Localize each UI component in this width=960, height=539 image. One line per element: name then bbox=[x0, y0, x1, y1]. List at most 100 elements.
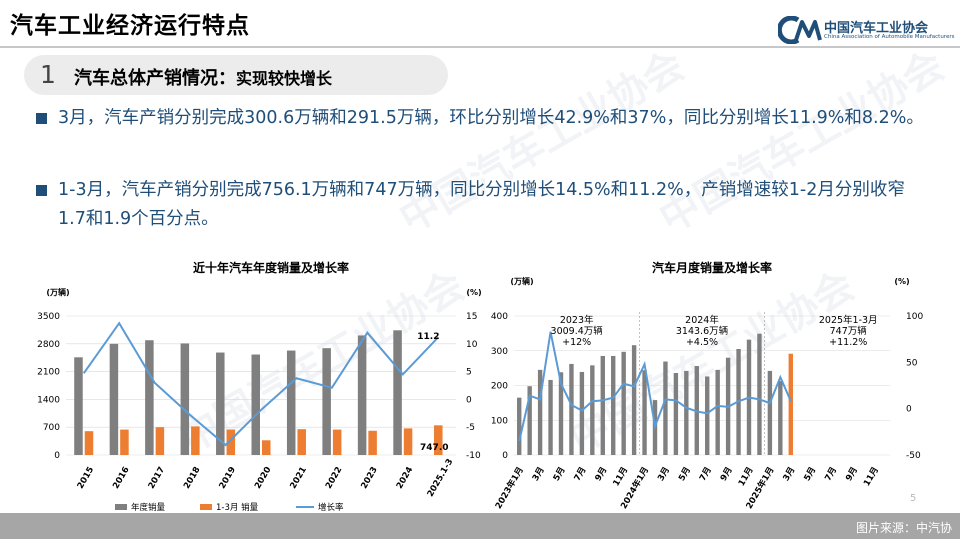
period-note-label: 2023年 bbox=[560, 314, 594, 326]
monthly-sales-bar bbox=[548, 379, 553, 455]
q1-sales-bar bbox=[368, 430, 377, 455]
annual-sales-bar bbox=[180, 343, 190, 455]
growth-rate-line bbox=[518, 331, 792, 442]
period-note-label: 2025年1-3月 bbox=[819, 314, 878, 326]
x-tick-label: 5月 bbox=[677, 466, 693, 483]
period-note-growth: +4.5% bbox=[686, 337, 718, 348]
x-tick-label: 2019 bbox=[218, 465, 239, 491]
right-tick-label: 50 bbox=[906, 358, 918, 368]
right-tick-label: 10 bbox=[466, 340, 478, 350]
bullet-item: 1-3月，汽车产销分别完成756.1万辆和747万辆，同比分别增长14.5%和1… bbox=[36, 176, 931, 234]
growth-rate-line bbox=[82, 321, 439, 447]
monthly-sales-bar bbox=[631, 345, 637, 455]
monthly-sales-bar bbox=[569, 363, 574, 455]
annual-sales-bar bbox=[145, 340, 154, 455]
chart-title: 近十年汽车年度销量及增长率 bbox=[193, 260, 349, 275]
monthly-sales-bar bbox=[684, 370, 689, 455]
march-2025-sales-bar bbox=[788, 353, 793, 455]
period-note-value: 3009.4万辆 bbox=[551, 325, 604, 337]
x-tick-label: 9月 bbox=[719, 466, 735, 483]
x-tick-label: 7月 bbox=[698, 466, 714, 483]
page-number: 5 bbox=[910, 493, 917, 504]
x-tick-label: 2016 bbox=[111, 465, 132, 491]
monthly-sales-bar bbox=[642, 370, 647, 455]
q1-sales-bar bbox=[403, 428, 413, 455]
x-tick-label: 2023年1月 bbox=[493, 465, 526, 511]
legend-q1-label: 1-3月 销量 bbox=[216, 502, 259, 513]
x-tick-label: 3月 bbox=[531, 466, 547, 483]
x-tick-label: 2025.1-3 bbox=[426, 457, 456, 499]
left-axis-unit: (万辆) bbox=[510, 276, 533, 286]
left-tick-label: 0 bbox=[54, 451, 60, 461]
right-tick-label: -10 bbox=[466, 451, 481, 461]
q1-sales-bar bbox=[262, 440, 271, 455]
right-tick-label: 0 bbox=[466, 395, 472, 405]
x-tick-label: 9月 bbox=[844, 466, 860, 483]
x-tick-label: 2017 bbox=[147, 465, 168, 491]
section-subtitle: 实现较快增长 bbox=[236, 69, 333, 88]
right-tick-label: 15 bbox=[466, 312, 477, 322]
left-tick-label: 700 bbox=[43, 423, 60, 433]
section-banner bbox=[24, 55, 448, 95]
growth-data-label: 11.2 bbox=[417, 332, 439, 342]
monthly-sales-bar bbox=[517, 397, 522, 455]
bullet-square-icon bbox=[36, 113, 47, 124]
section-title: 汽车总体产销情况：实现较快增长 bbox=[74, 64, 332, 90]
q1-sales-bar bbox=[226, 429, 236, 455]
monthly-sales-bar bbox=[673, 372, 679, 455]
x-tick-label: 2022 bbox=[324, 465, 345, 491]
x-tick-label: 3月 bbox=[782, 466, 798, 483]
x-tick-label: 9月 bbox=[594, 466, 610, 483]
monthly-sales-bar bbox=[705, 376, 710, 455]
image-source: 图片来源：中汽协 bbox=[855, 521, 952, 535]
q1-sales-bar bbox=[297, 429, 306, 455]
left-tick-label: 2800 bbox=[37, 340, 60, 350]
x-tick-label: 2015 bbox=[76, 465, 97, 491]
bullet-text: 3月，汽车产销分别完成300.6万辆和291.5万辆，环比分别增长42.9%和3… bbox=[58, 108, 924, 128]
x-tick-label: 11月 bbox=[611, 466, 630, 489]
x-tick-label: 11月 bbox=[737, 466, 756, 489]
x-tick-label: 5月 bbox=[802, 466, 818, 483]
annual-sales-bar bbox=[286, 350, 296, 455]
left-tick-label: 0 bbox=[502, 451, 508, 461]
right-tick-label: 0 bbox=[906, 405, 912, 415]
monthly-sales-bar bbox=[579, 371, 585, 455]
monthly-sales-bar bbox=[757, 333, 762, 455]
annual-sales-bar bbox=[216, 352, 225, 455]
left-tick-label: 1400 bbox=[37, 395, 60, 405]
right-tick-label: -50 bbox=[906, 451, 921, 461]
period-note-growth: +11.2% bbox=[829, 337, 867, 348]
monthly-sales-bar bbox=[558, 372, 564, 455]
q1-sales-bar bbox=[434, 425, 443, 455]
left-tick-label: 400 bbox=[491, 312, 508, 322]
logo: 中国汽车工业协会 China Association of Automobile… bbox=[778, 16, 954, 46]
x-tick-label: 2020 bbox=[253, 465, 274, 491]
monthly-sales-bar bbox=[621, 351, 626, 455]
annual-sales-bar bbox=[109, 343, 119, 455]
left-tick-label: 300 bbox=[491, 347, 508, 357]
x-tick-label: 5月 bbox=[552, 466, 568, 483]
caam-logo-icon bbox=[778, 16, 822, 44]
x-tick-label: 7月 bbox=[573, 466, 589, 483]
left-tick-label: 200 bbox=[491, 382, 508, 392]
monthly-sales-bar bbox=[778, 380, 783, 455]
x-tick-label: 2023 bbox=[359, 465, 380, 491]
x-tick-label: 7月 bbox=[823, 466, 839, 483]
legend-growth-label: 增长率 bbox=[318, 502, 344, 513]
legend-annual-swatch bbox=[115, 504, 127, 510]
left-tick-label: 3500 bbox=[37, 312, 60, 322]
q1-sales-bar bbox=[120, 429, 129, 455]
annual-sales-bar bbox=[251, 354, 260, 455]
header-divider bbox=[0, 46, 960, 48]
x-tick-label: 2024 bbox=[395, 465, 416, 491]
period-note-value: 3143.6万辆 bbox=[676, 325, 729, 337]
legend-q1-swatch bbox=[200, 504, 212, 510]
annual-sales-bar bbox=[74, 357, 83, 455]
q1-2025-data-label: 747.0 bbox=[420, 443, 448, 453]
q1-sales-bar bbox=[332, 429, 342, 455]
section-number: 1 bbox=[40, 60, 56, 89]
bullet-text: 1-3月，汽车产销分别完成756.1万辆和747万辆，同比分别增长14.5%和1… bbox=[58, 180, 905, 229]
monthly-sales-bar bbox=[611, 355, 616, 455]
x-tick-label: 11月 bbox=[862, 466, 881, 489]
